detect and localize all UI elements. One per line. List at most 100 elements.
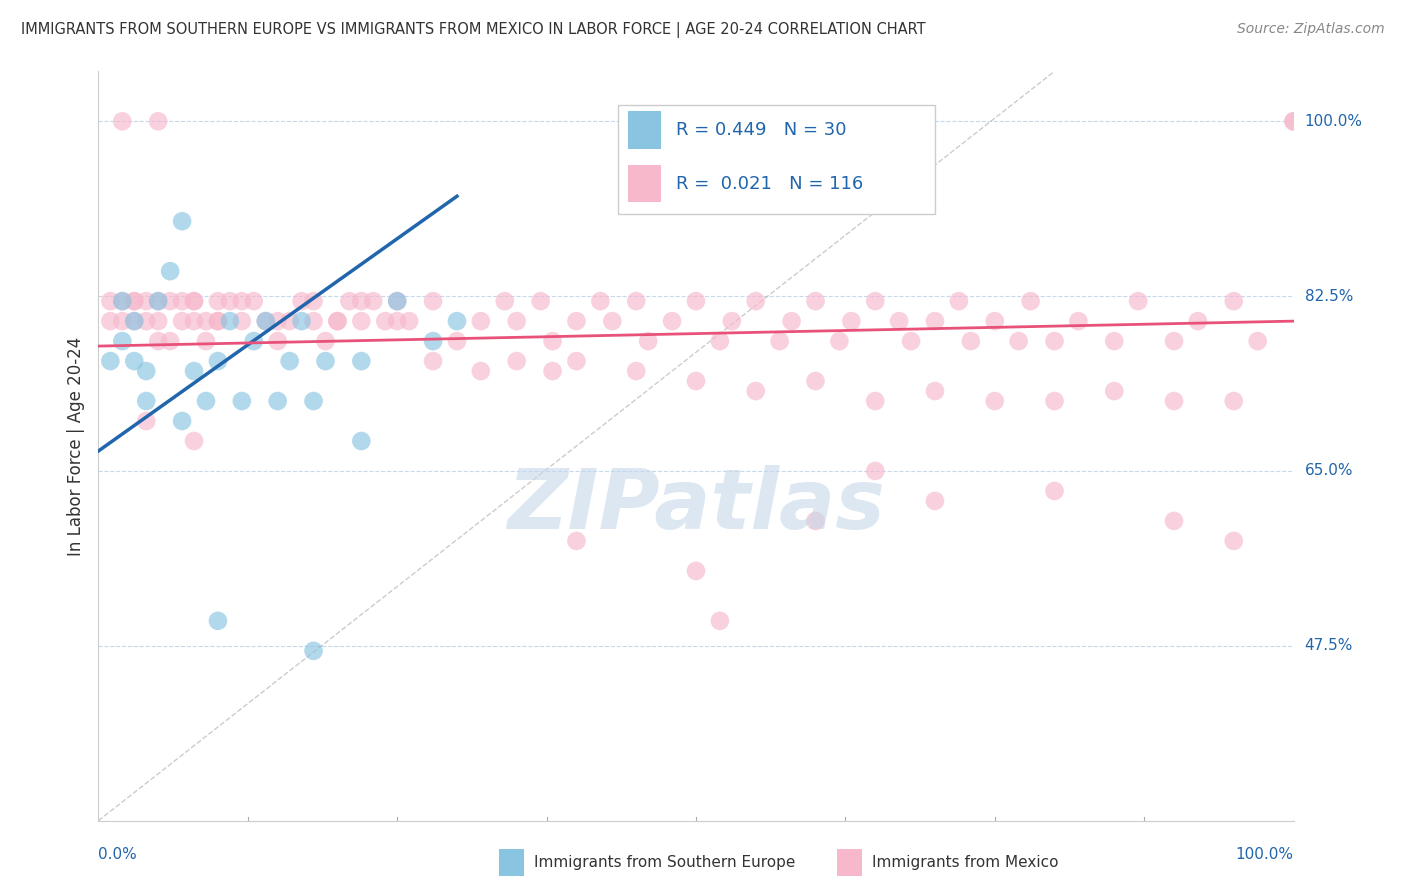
Point xyxy=(494,294,516,309)
Point xyxy=(148,334,170,348)
Point xyxy=(124,294,146,309)
Point xyxy=(98,314,122,328)
Point xyxy=(565,314,588,328)
Point xyxy=(960,334,983,348)
Point xyxy=(195,394,218,409)
Point xyxy=(924,314,946,328)
Point xyxy=(183,294,205,309)
Point xyxy=(267,334,290,348)
Text: 0.0%: 0.0% xyxy=(98,847,138,862)
Point xyxy=(231,314,253,328)
Point xyxy=(422,354,444,368)
Point xyxy=(315,334,337,348)
Point xyxy=(111,314,134,328)
Point xyxy=(1008,334,1031,348)
Point xyxy=(254,314,277,328)
Point xyxy=(685,294,707,309)
Text: IMMIGRANTS FROM SOUTHERN EUROPE VS IMMIGRANTS FROM MEXICO IN LABOR FORCE | AGE 2: IMMIGRANTS FROM SOUTHERN EUROPE VS IMMIG… xyxy=(21,22,925,38)
Text: 82.5%: 82.5% xyxy=(1305,289,1353,303)
Point xyxy=(1163,394,1185,409)
Point xyxy=(924,494,946,508)
Point xyxy=(924,384,946,398)
Point xyxy=(350,434,373,448)
Point xyxy=(900,334,922,348)
Point xyxy=(278,354,301,368)
Point xyxy=(111,114,134,128)
Point xyxy=(385,314,409,328)
Point xyxy=(470,314,492,328)
Point xyxy=(219,314,242,328)
Point xyxy=(1223,294,1246,309)
Point xyxy=(1043,483,1066,498)
Point xyxy=(315,354,337,368)
Point xyxy=(148,314,170,328)
Point xyxy=(159,334,181,348)
Point xyxy=(1247,334,1270,348)
Point xyxy=(1282,114,1305,128)
Point xyxy=(207,614,229,628)
Point xyxy=(135,314,157,328)
Point xyxy=(207,314,229,328)
Point xyxy=(865,394,887,409)
Point xyxy=(589,294,612,309)
Point xyxy=(124,354,146,368)
Point xyxy=(804,374,827,388)
Point xyxy=(231,294,253,309)
Point xyxy=(124,314,146,328)
Point xyxy=(1223,394,1246,409)
Point xyxy=(374,314,396,328)
Point xyxy=(828,334,851,348)
Point xyxy=(626,364,648,378)
Text: 65.0%: 65.0% xyxy=(1305,464,1353,478)
Point xyxy=(195,334,218,348)
Point xyxy=(1043,334,1066,348)
Point xyxy=(780,314,803,328)
Point xyxy=(709,334,731,348)
Point xyxy=(709,614,731,628)
Point xyxy=(1163,334,1185,348)
Point xyxy=(506,314,529,328)
Point xyxy=(172,294,194,309)
Point xyxy=(111,334,134,348)
Point xyxy=(685,564,707,578)
Point xyxy=(1104,334,1126,348)
Point xyxy=(183,364,205,378)
Point xyxy=(889,314,911,328)
Point xyxy=(183,294,205,309)
Point xyxy=(98,354,122,368)
Point xyxy=(768,334,790,348)
Point xyxy=(291,294,314,309)
Point xyxy=(385,294,409,309)
Point xyxy=(841,314,863,328)
Point xyxy=(159,264,181,278)
Point xyxy=(254,314,277,328)
Text: Immigrants from Southern Europe: Immigrants from Southern Europe xyxy=(534,855,796,870)
Point xyxy=(98,294,122,309)
Point xyxy=(111,294,134,309)
Text: Source: ZipAtlas.com: Source: ZipAtlas.com xyxy=(1237,22,1385,37)
Point xyxy=(984,314,1007,328)
Point xyxy=(267,314,290,328)
Point xyxy=(148,294,170,309)
Point xyxy=(1223,533,1246,548)
Text: R = 0.449   N = 30: R = 0.449 N = 30 xyxy=(676,120,846,139)
Point xyxy=(135,394,157,409)
Point xyxy=(148,114,170,128)
Point xyxy=(278,314,301,328)
Text: Immigrants from Mexico: Immigrants from Mexico xyxy=(872,855,1059,870)
Point xyxy=(446,334,468,348)
Point xyxy=(422,294,444,309)
Point xyxy=(745,294,768,309)
Text: R =  0.021   N = 116: R = 0.021 N = 116 xyxy=(676,175,863,193)
Point xyxy=(398,314,420,328)
Point xyxy=(135,364,157,378)
Point xyxy=(685,374,707,388)
Y-axis label: In Labor Force | Age 20-24: In Labor Force | Age 20-24 xyxy=(66,336,84,556)
Point xyxy=(745,384,768,398)
Point xyxy=(506,354,529,368)
Point xyxy=(865,464,887,478)
Point xyxy=(148,294,170,309)
Point xyxy=(804,514,827,528)
Point xyxy=(291,314,314,328)
Point xyxy=(135,414,157,428)
